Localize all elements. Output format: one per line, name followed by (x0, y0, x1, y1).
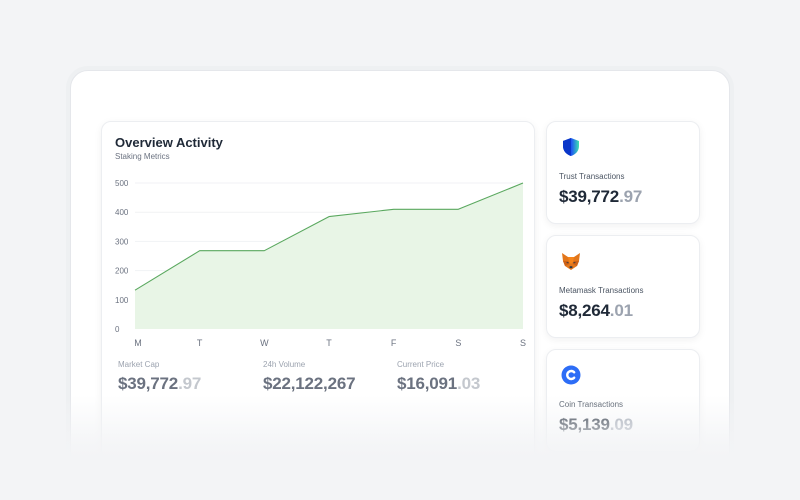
wallet-label: Metamask Transactions (559, 286, 644, 295)
svg-text:100: 100 (115, 296, 129, 305)
wallet-card-coin[interactable]: Coin Transactions $5,139.09 (546, 349, 700, 452)
wallet-label: Trust Transactions (559, 172, 625, 181)
stat-value: $16,091.03 (397, 374, 481, 393)
svg-text:F: F (391, 338, 397, 348)
overview-activity-card: Overview Activity Staking Metrics 0 100 20… (101, 121, 535, 461)
svg-text:M: M (134, 338, 142, 348)
svg-text:400: 400 (115, 208, 129, 217)
stat-24h-volume: 24h Volume $22,122,267 (263, 360, 356, 394)
svg-text:T: T (197, 338, 203, 348)
wallet-value: $5,139.09 (559, 415, 633, 434)
area-chart: 0 100 200 300 400 500 M T W T F S S (115, 179, 526, 348)
stat-label: 24h Volume (263, 360, 306, 369)
stat-current-price: Current Price $16,091.03 (397, 360, 480, 394)
stat-value: $22,122,267 (263, 374, 356, 393)
svg-text:200: 200 (115, 267, 129, 276)
svg-text:300: 300 (115, 237, 129, 246)
wallet-label: Coin Transactions (559, 400, 624, 409)
svg-text:W: W (260, 338, 269, 348)
card-title: Overview Activity (115, 135, 223, 150)
wallet-value: $39,772.97 (559, 187, 643, 206)
card-subtitle: Staking Metrics (115, 152, 170, 161)
fox-icon (562, 253, 580, 270)
svg-text:S: S (455, 338, 461, 348)
wallet-value: $8,264.01 (559, 301, 633, 320)
svg-text:0: 0 (115, 325, 120, 334)
svg-text:T: T (326, 338, 332, 348)
stat-market-cap: Market Cap $39,772.97 (118, 360, 201, 394)
stat-value: $39,772.97 (118, 374, 202, 393)
shield-icon (563, 138, 579, 156)
stat-label: Market Cap (118, 360, 160, 369)
wallet-card-trust[interactable]: Trust Transactions $39,772.97 (546, 121, 700, 224)
wallet-card-metamask[interactable]: Metamask Transactions $8,264.01 (546, 235, 700, 338)
coin-icon (561, 365, 581, 385)
svg-text:S: S (520, 338, 526, 348)
stat-label: Current Price (397, 360, 445, 369)
svg-text:500: 500 (115, 179, 129, 188)
